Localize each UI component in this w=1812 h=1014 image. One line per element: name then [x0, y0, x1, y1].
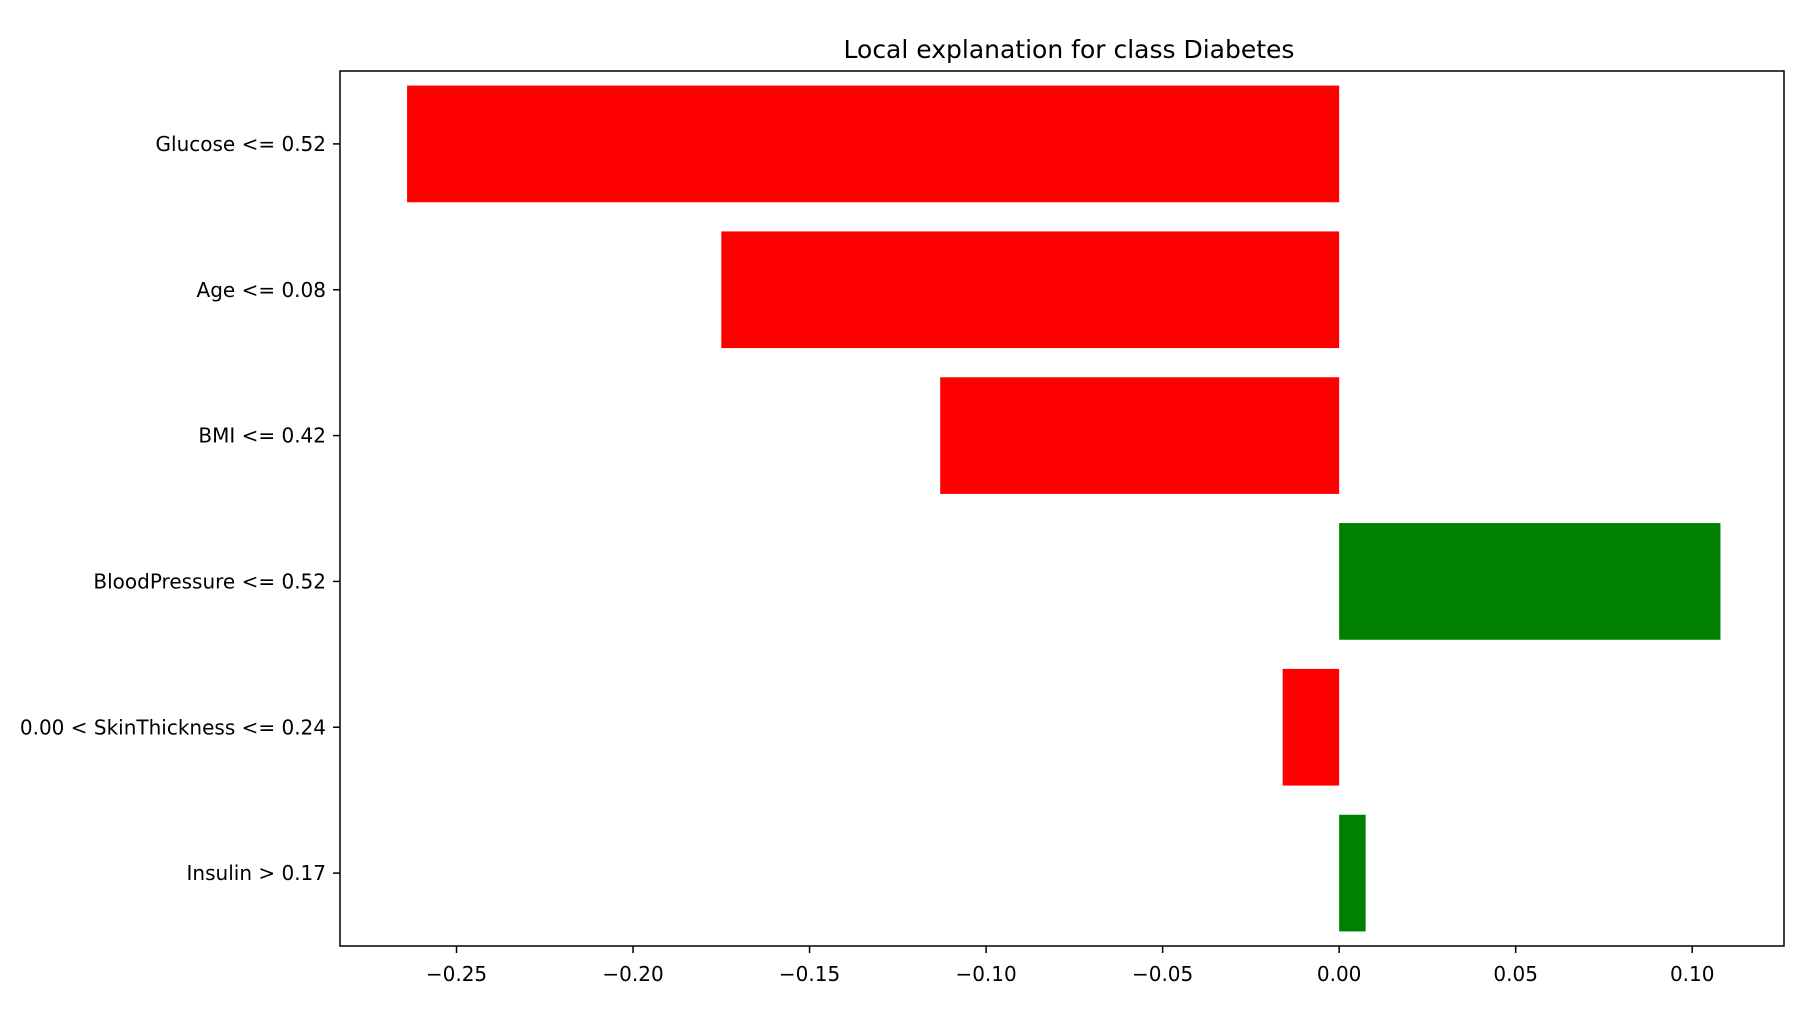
y-tick-label: BMI <= 0.42 [198, 424, 326, 448]
x-tick-label: −0.10 [955, 962, 1016, 986]
x-axis: −0.25 −0.20 −0.15 −0.10 −0.05 0.00 0.05 0.10 [426, 946, 1715, 986]
x-tick-label: −0.05 [1132, 962, 1193, 986]
plot-frame [339, 70, 1785, 947]
y-tick-label: Glucose <= 0.52 [156, 132, 326, 156]
x-tick-label: −0.15 [779, 962, 840, 986]
bars-layer [407, 85, 1721, 932]
bar [940, 377, 1340, 494]
bar [407, 85, 1340, 203]
x-tick-label: 0.05 [1493, 962, 1538, 986]
y-tick-label: 0.00 < SkinThickness <= 0.24 [20, 715, 326, 739]
bar [1339, 523, 1721, 640]
y-axis: Glucose <= 0.52 Age <= 0.08 BMI <= 0.42 Blo… [20, 132, 340, 885]
y-tick-label: BloodPressure <= 0.52 [93, 569, 326, 593]
bar [1282, 668, 1340, 786]
x-tick-label: −0.25 [426, 962, 487, 986]
x-tick-label: 0.00 [1317, 962, 1362, 986]
bar [1339, 814, 1366, 932]
y-tick-label: Insulin > 0.17 [187, 861, 326, 885]
y-tick-label: Age <= 0.08 [197, 278, 326, 302]
chart-title: Local explanation for class Diabetes [844, 35, 1295, 64]
x-tick-label: −0.20 [602, 962, 663, 986]
x-tick-label: 0.10 [1670, 962, 1715, 986]
bar [721, 231, 1340, 349]
